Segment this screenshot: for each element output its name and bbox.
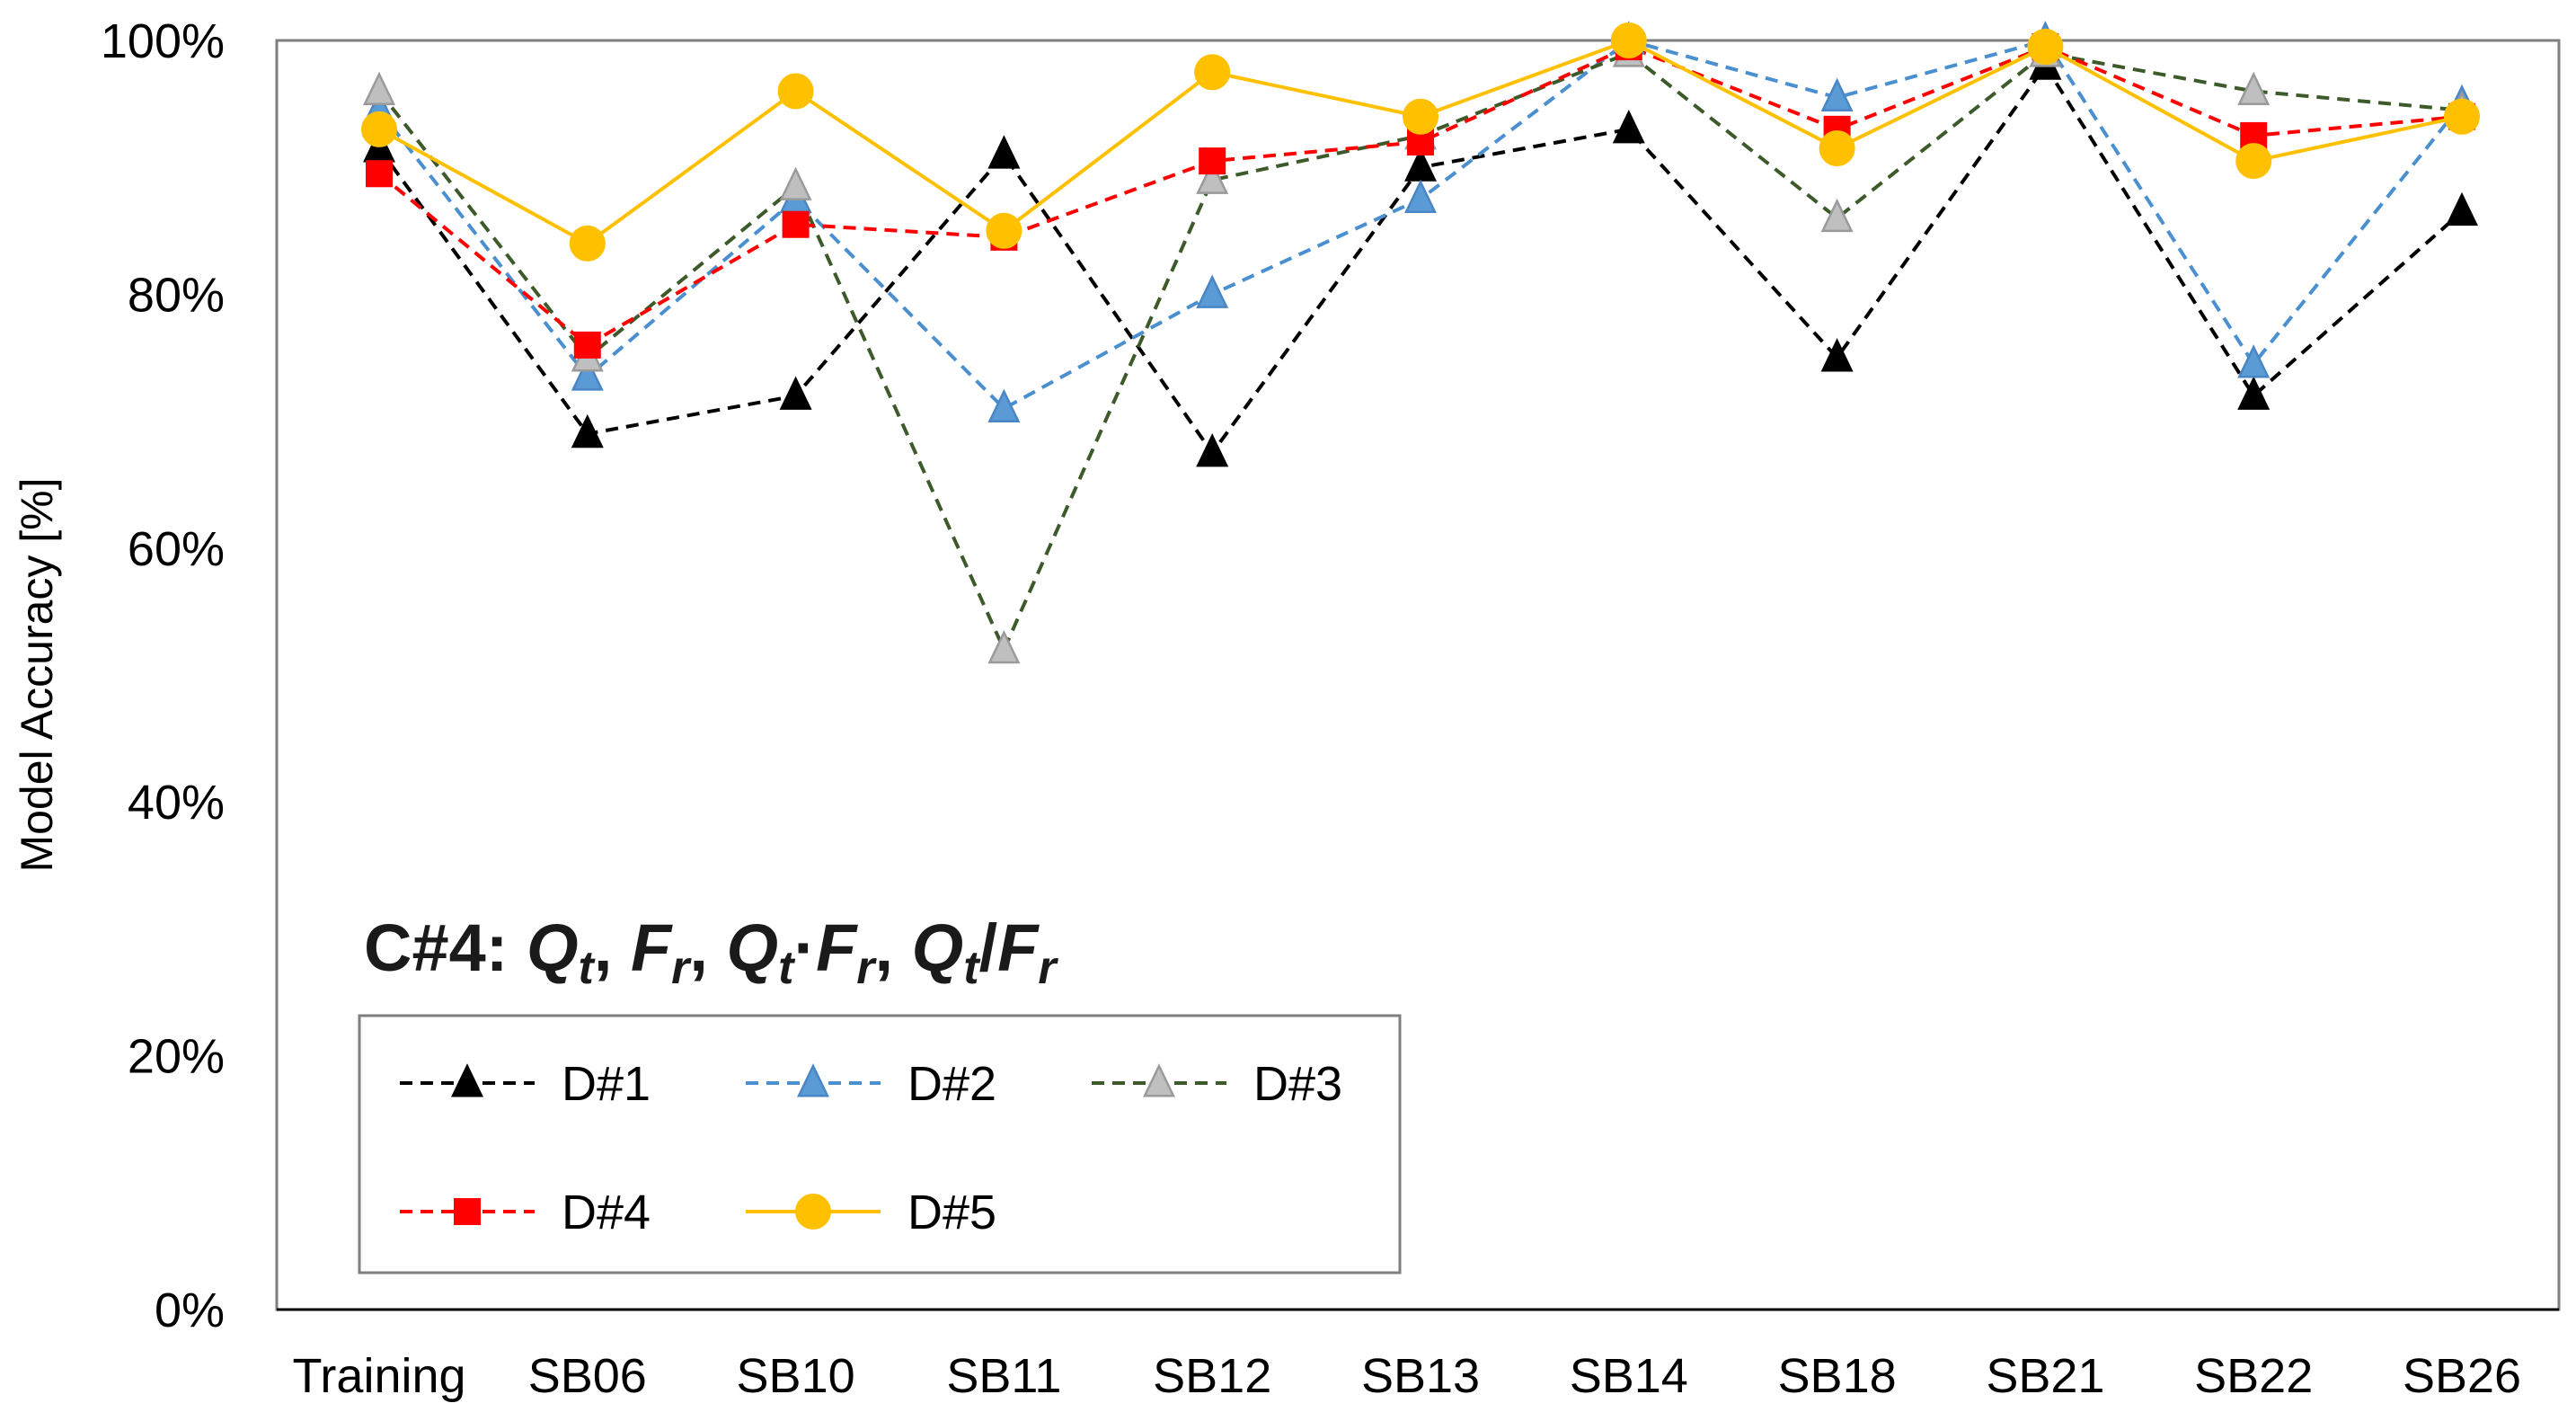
- triangle-point: [2446, 191, 2478, 226]
- y-axis-title: Model Accuracy [%]: [12, 477, 62, 872]
- legend-label: D#2: [907, 1057, 996, 1111]
- x-tick-label: SB10: [737, 1349, 855, 1403]
- triangle-point: [1196, 160, 1229, 194]
- circle-point: [361, 111, 397, 147]
- x-tick-label: SB22: [2194, 1349, 2313, 1403]
- circle-point: [777, 73, 814, 110]
- x-tick-label: SB13: [1361, 1349, 1480, 1403]
- circle-point: [1403, 98, 1438, 135]
- square-point: [573, 331, 601, 359]
- legend-label: D#1: [562, 1057, 651, 1111]
- legend-box: [358, 1014, 1402, 1274]
- x-tick-label: SB18: [1778, 1349, 1897, 1403]
- legend: D#1 D#2 D#3 D#4 D#5: [400, 1057, 1342, 1239]
- circle-point: [569, 225, 606, 262]
- square-point: [782, 210, 810, 238]
- chart-annotation: C#4: Qt, Fr, Qt·Fr, Qt/Fr: [364, 910, 1058, 994]
- x-tick-labels: Training SB06 SB10 SB11 SB12 SB13 SB14 SB18 SB21…: [292, 1349, 2521, 1403]
- triangle-point: [2237, 344, 2271, 378]
- triangle-point: [571, 357, 604, 391]
- triangle-point: [571, 413, 604, 449]
- series-line-D4: [377, 44, 2463, 348]
- x-tick-label: SB14: [1570, 1349, 1688, 1403]
- triangle-point: [1196, 433, 1229, 467]
- circle-point: [1610, 22, 1647, 58]
- square-point: [454, 1198, 481, 1225]
- y-tick-label: 80%: [128, 268, 225, 322]
- square-point: [1199, 147, 1226, 175]
- circle-point: [2027, 29, 2064, 66]
- y-tick-label: 100%: [101, 14, 225, 68]
- triangle-point: [2237, 71, 2271, 105]
- square-point: [366, 160, 393, 188]
- triangle-point: [987, 388, 1021, 422]
- y-tick-label: 0%: [155, 1283, 225, 1337]
- series-points-D5: [361, 22, 2480, 262]
- legend-item-D5: D#5: [746, 1186, 996, 1239]
- y-tick-labels: 0% 20% 40% 60% 80% 100%: [101, 14, 225, 1337]
- triangle-point: [363, 71, 395, 105]
- triangle-point: [1143, 1063, 1175, 1097]
- circle-point: [2444, 98, 2480, 135]
- legend-label: D#5: [907, 1186, 996, 1239]
- legend-item-D2: D#2: [746, 1057, 996, 1111]
- y-tick-label: 60%: [128, 522, 225, 576]
- triangle-point: [779, 376, 812, 410]
- legend-label: D#3: [1253, 1057, 1342, 1111]
- circle-point: [986, 212, 1022, 249]
- legend-item-D1: D#1: [400, 1057, 651, 1111]
- x-tick-label: Training: [292, 1349, 465, 1403]
- triangle-point: [987, 629, 1021, 664]
- series-points-D1: [363, 46, 2478, 467]
- circle-point: [2235, 143, 2272, 180]
- triangle-point: [1820, 77, 1854, 112]
- triangle-point: [1820, 338, 1854, 372]
- x-tick-label: SB26: [2403, 1349, 2521, 1403]
- circle-point: [1819, 130, 1855, 167]
- x-tick-label: SB12: [1153, 1349, 1271, 1403]
- triangle-point: [797, 1063, 829, 1097]
- x-tick-label: SB06: [528, 1349, 647, 1403]
- triangle-point: [451, 1063, 483, 1097]
- triangle-point: [1404, 179, 1437, 213]
- triangle-point: [779, 166, 812, 200]
- legend-item-D3: D#3: [1092, 1057, 1342, 1111]
- triangle-point: [987, 135, 1021, 169]
- legend-label: D#4: [562, 1186, 651, 1239]
- legend-item-D4: D#4: [400, 1186, 651, 1239]
- y-tick-label: 40%: [128, 776, 225, 830]
- x-tick-label: SB21: [1986, 1349, 2104, 1403]
- triangle-point: [1612, 109, 1645, 144]
- x-tick-label: SB11: [946, 1349, 1061, 1403]
- triangle-point: [1820, 198, 1854, 233]
- y-tick-label: 20%: [128, 1030, 225, 1084]
- circle-point: [1194, 54, 1231, 91]
- triangle-point: [1196, 274, 1229, 308]
- triangle-point: [2237, 376, 2271, 410]
- circle-point: [795, 1194, 831, 1230]
- series-markers: [361, 21, 2480, 664]
